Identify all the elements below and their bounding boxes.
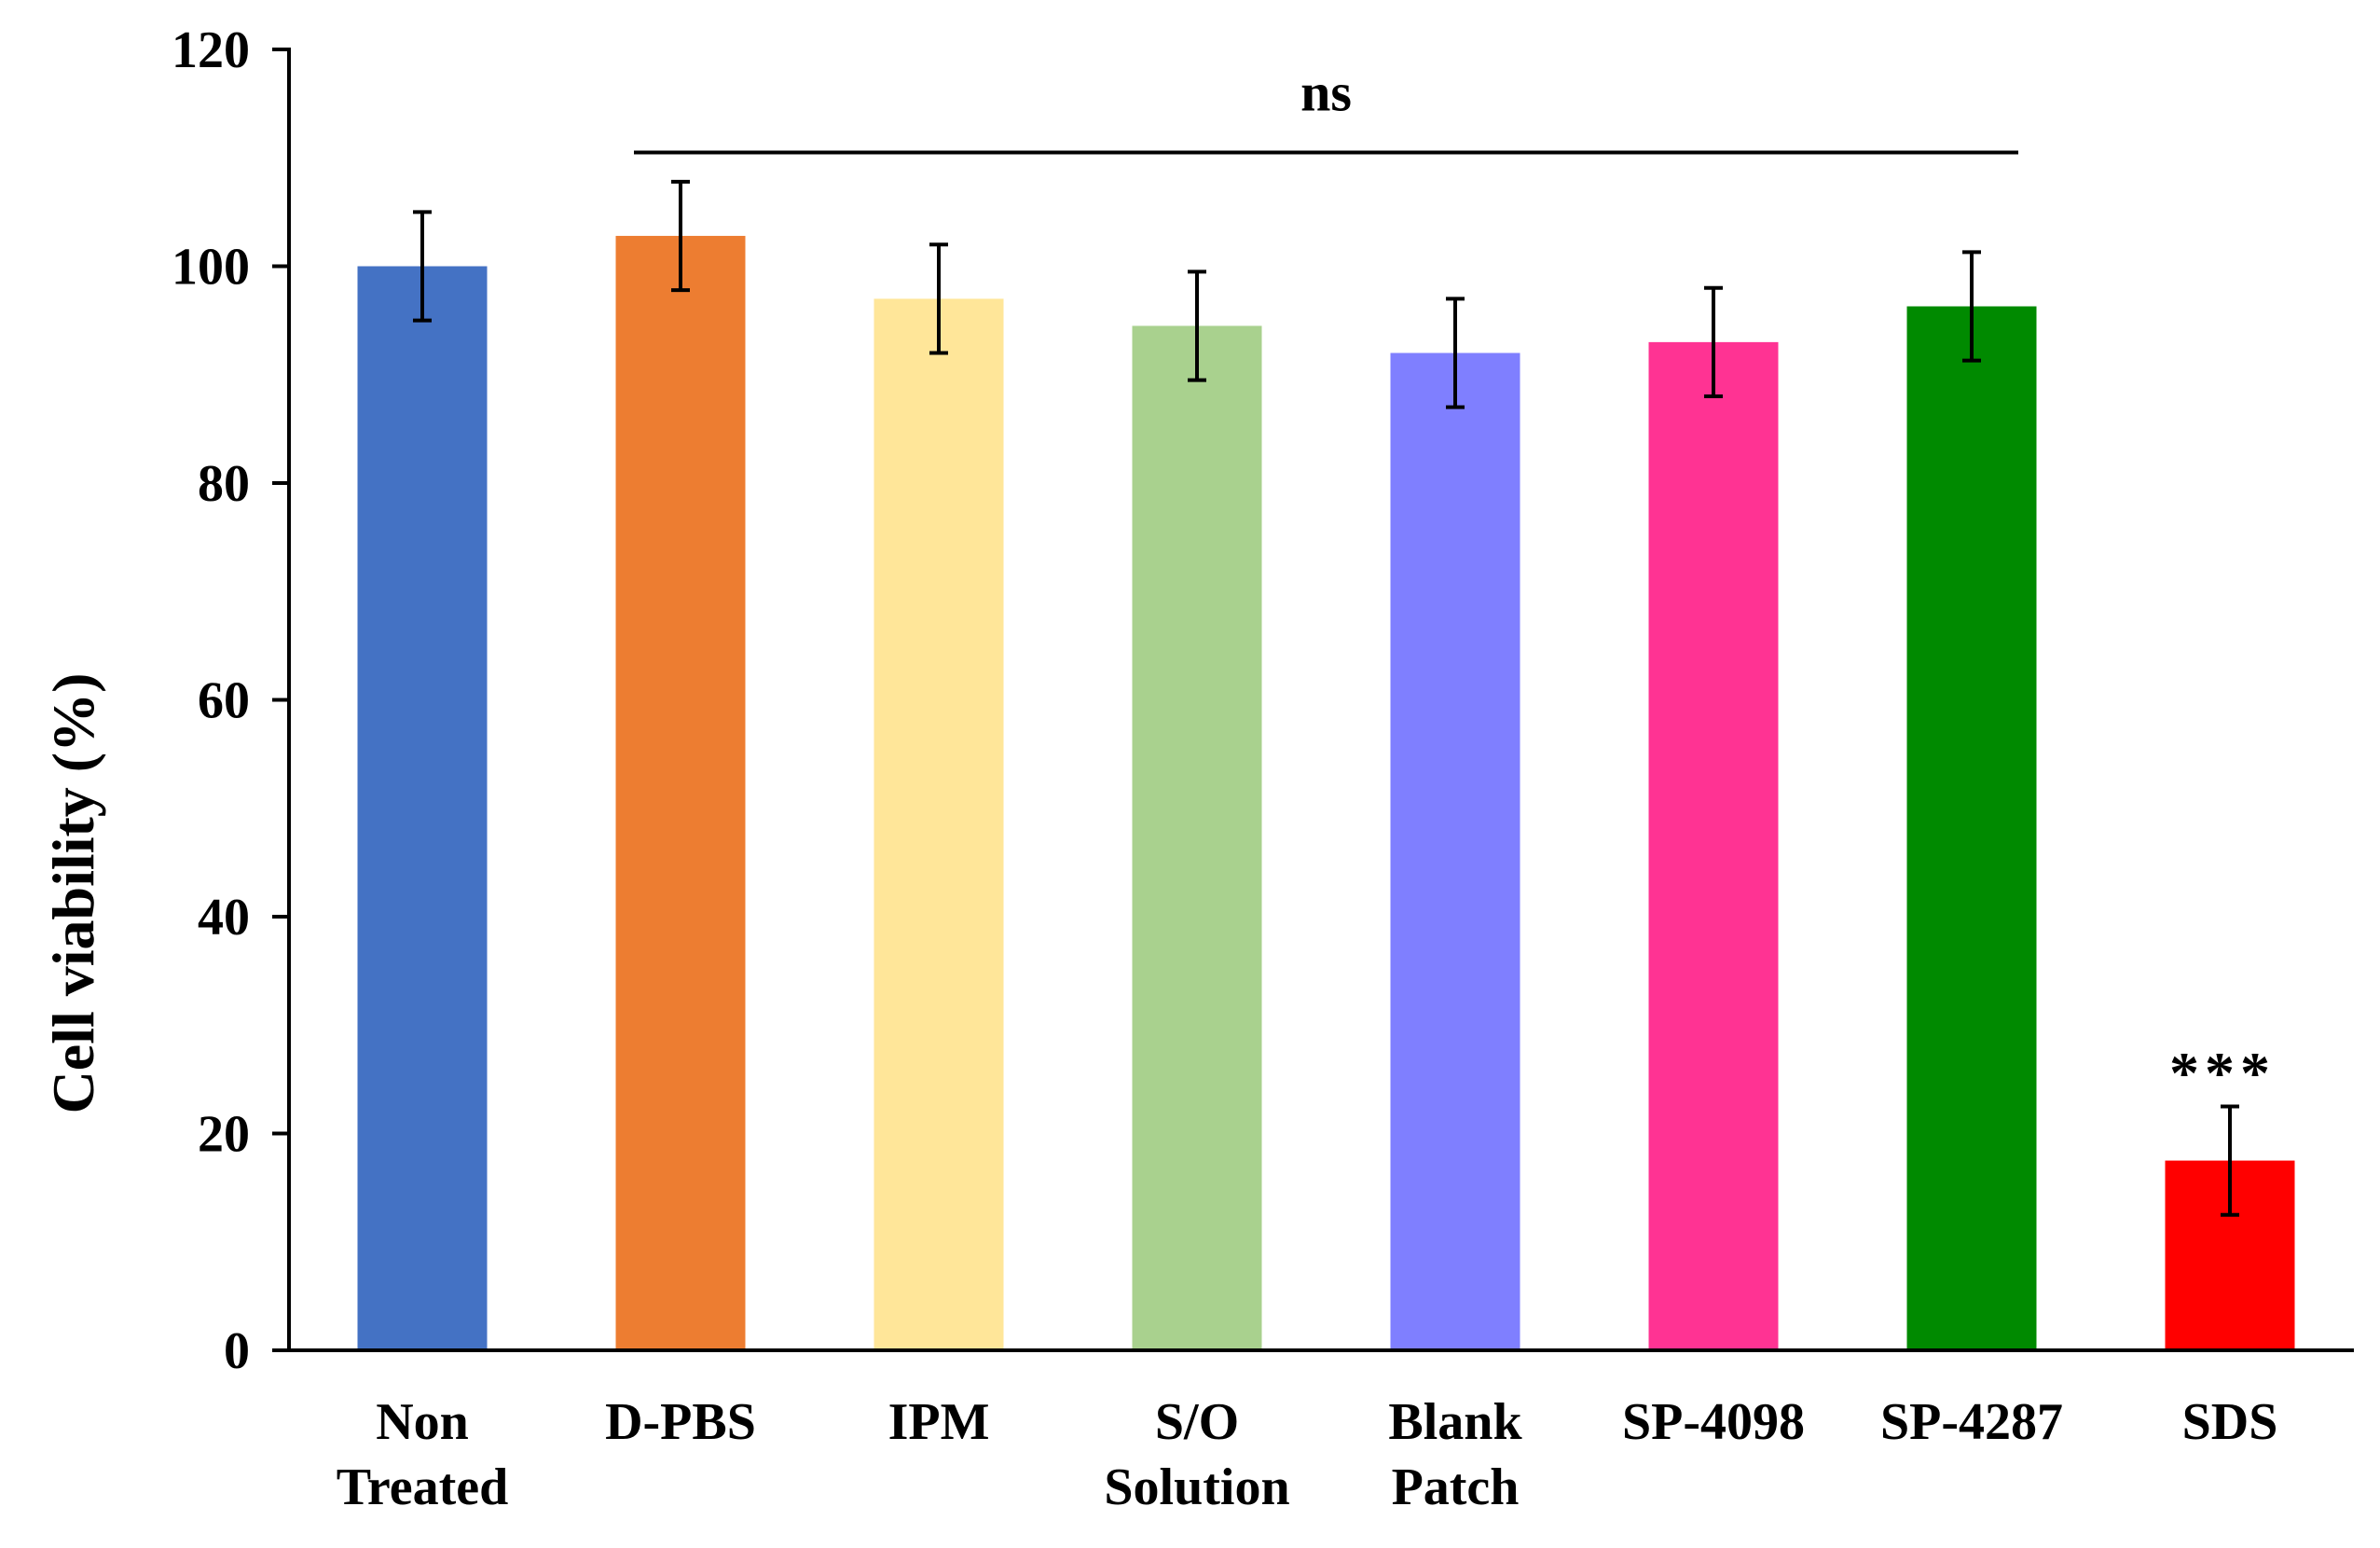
- error-bar-6: [1704, 285, 1723, 398]
- y-tick-label: 40: [198, 889, 250, 947]
- x-tick-label-line: Blank: [1388, 1393, 1522, 1451]
- x-tick-label-line: Non: [376, 1393, 469, 1451]
- x-tick-label-line: SDS: [2182, 1393, 2278, 1451]
- x-tick-label-1: Non Treated: [337, 1393, 509, 1516]
- y-tick-label: 100: [172, 239, 250, 297]
- bar-7: [1906, 306, 2037, 1351]
- x-tick-label-4: S/O Solution: [1104, 1393, 1289, 1516]
- significance-marker: ***: [2169, 1040, 2276, 1106]
- y-tick-label: 80: [198, 455, 250, 513]
- significance-label-ns: ns: [1300, 62, 1352, 122]
- x-tick-label-line: Solution: [1104, 1458, 1289, 1516]
- error-bar-5: [1446, 297, 1465, 409]
- bar-1: [357, 266, 488, 1350]
- x-tick-label-line: SP-4098: [1622, 1393, 1805, 1451]
- bar-3: [874, 298, 1004, 1350]
- x-tick-label-5: Blank Patch: [1388, 1393, 1522, 1516]
- x-tick-label-8: SDS: [2182, 1393, 2278, 1451]
- x-tick-label-7: SP-4287: [1880, 1393, 2063, 1451]
- error-bar-4: [1188, 270, 1206, 382]
- x-tick-label-line: Patch: [1392, 1458, 1520, 1516]
- error-bar-1: [413, 210, 432, 323]
- x-tick-label-line: SP-4287: [1880, 1393, 2063, 1451]
- x-tick-label-line: IPM: [888, 1393, 990, 1451]
- y-tick-label: 120: [172, 21, 250, 79]
- error-bar-8: [2221, 1104, 2239, 1217]
- y-axis-label: Cell viability (%): [40, 673, 106, 1114]
- x-tick-label-3: IPM: [888, 1393, 990, 1451]
- y-tick-label: 0: [224, 1322, 250, 1380]
- bar-2: [615, 235, 746, 1351]
- x-tick-label-6: SP-4098: [1622, 1393, 1805, 1451]
- x-tick-label-line: S/O: [1155, 1393, 1239, 1451]
- bar-6: [1648, 341, 1779, 1350]
- y-tick-label: 20: [198, 1106, 250, 1164]
- bar-5: [1390, 352, 1520, 1350]
- error-bar-7: [1962, 250, 1981, 363]
- bar-4: [1132, 325, 1262, 1350]
- x-tick-label-2: D-PBS: [605, 1393, 756, 1451]
- x-tick-label-line: Treated: [337, 1458, 509, 1516]
- y-tick-label: 60: [198, 672, 250, 730]
- x-tick-label-line: D-PBS: [605, 1393, 756, 1451]
- error-bar-3: [929, 242, 948, 355]
- plot-area: 0 20 40 60 80 100 120 Non Treated D-PBS IPM S/O Solu…: [172, 21, 2354, 1516]
- error-bar-2: [671, 179, 690, 293]
